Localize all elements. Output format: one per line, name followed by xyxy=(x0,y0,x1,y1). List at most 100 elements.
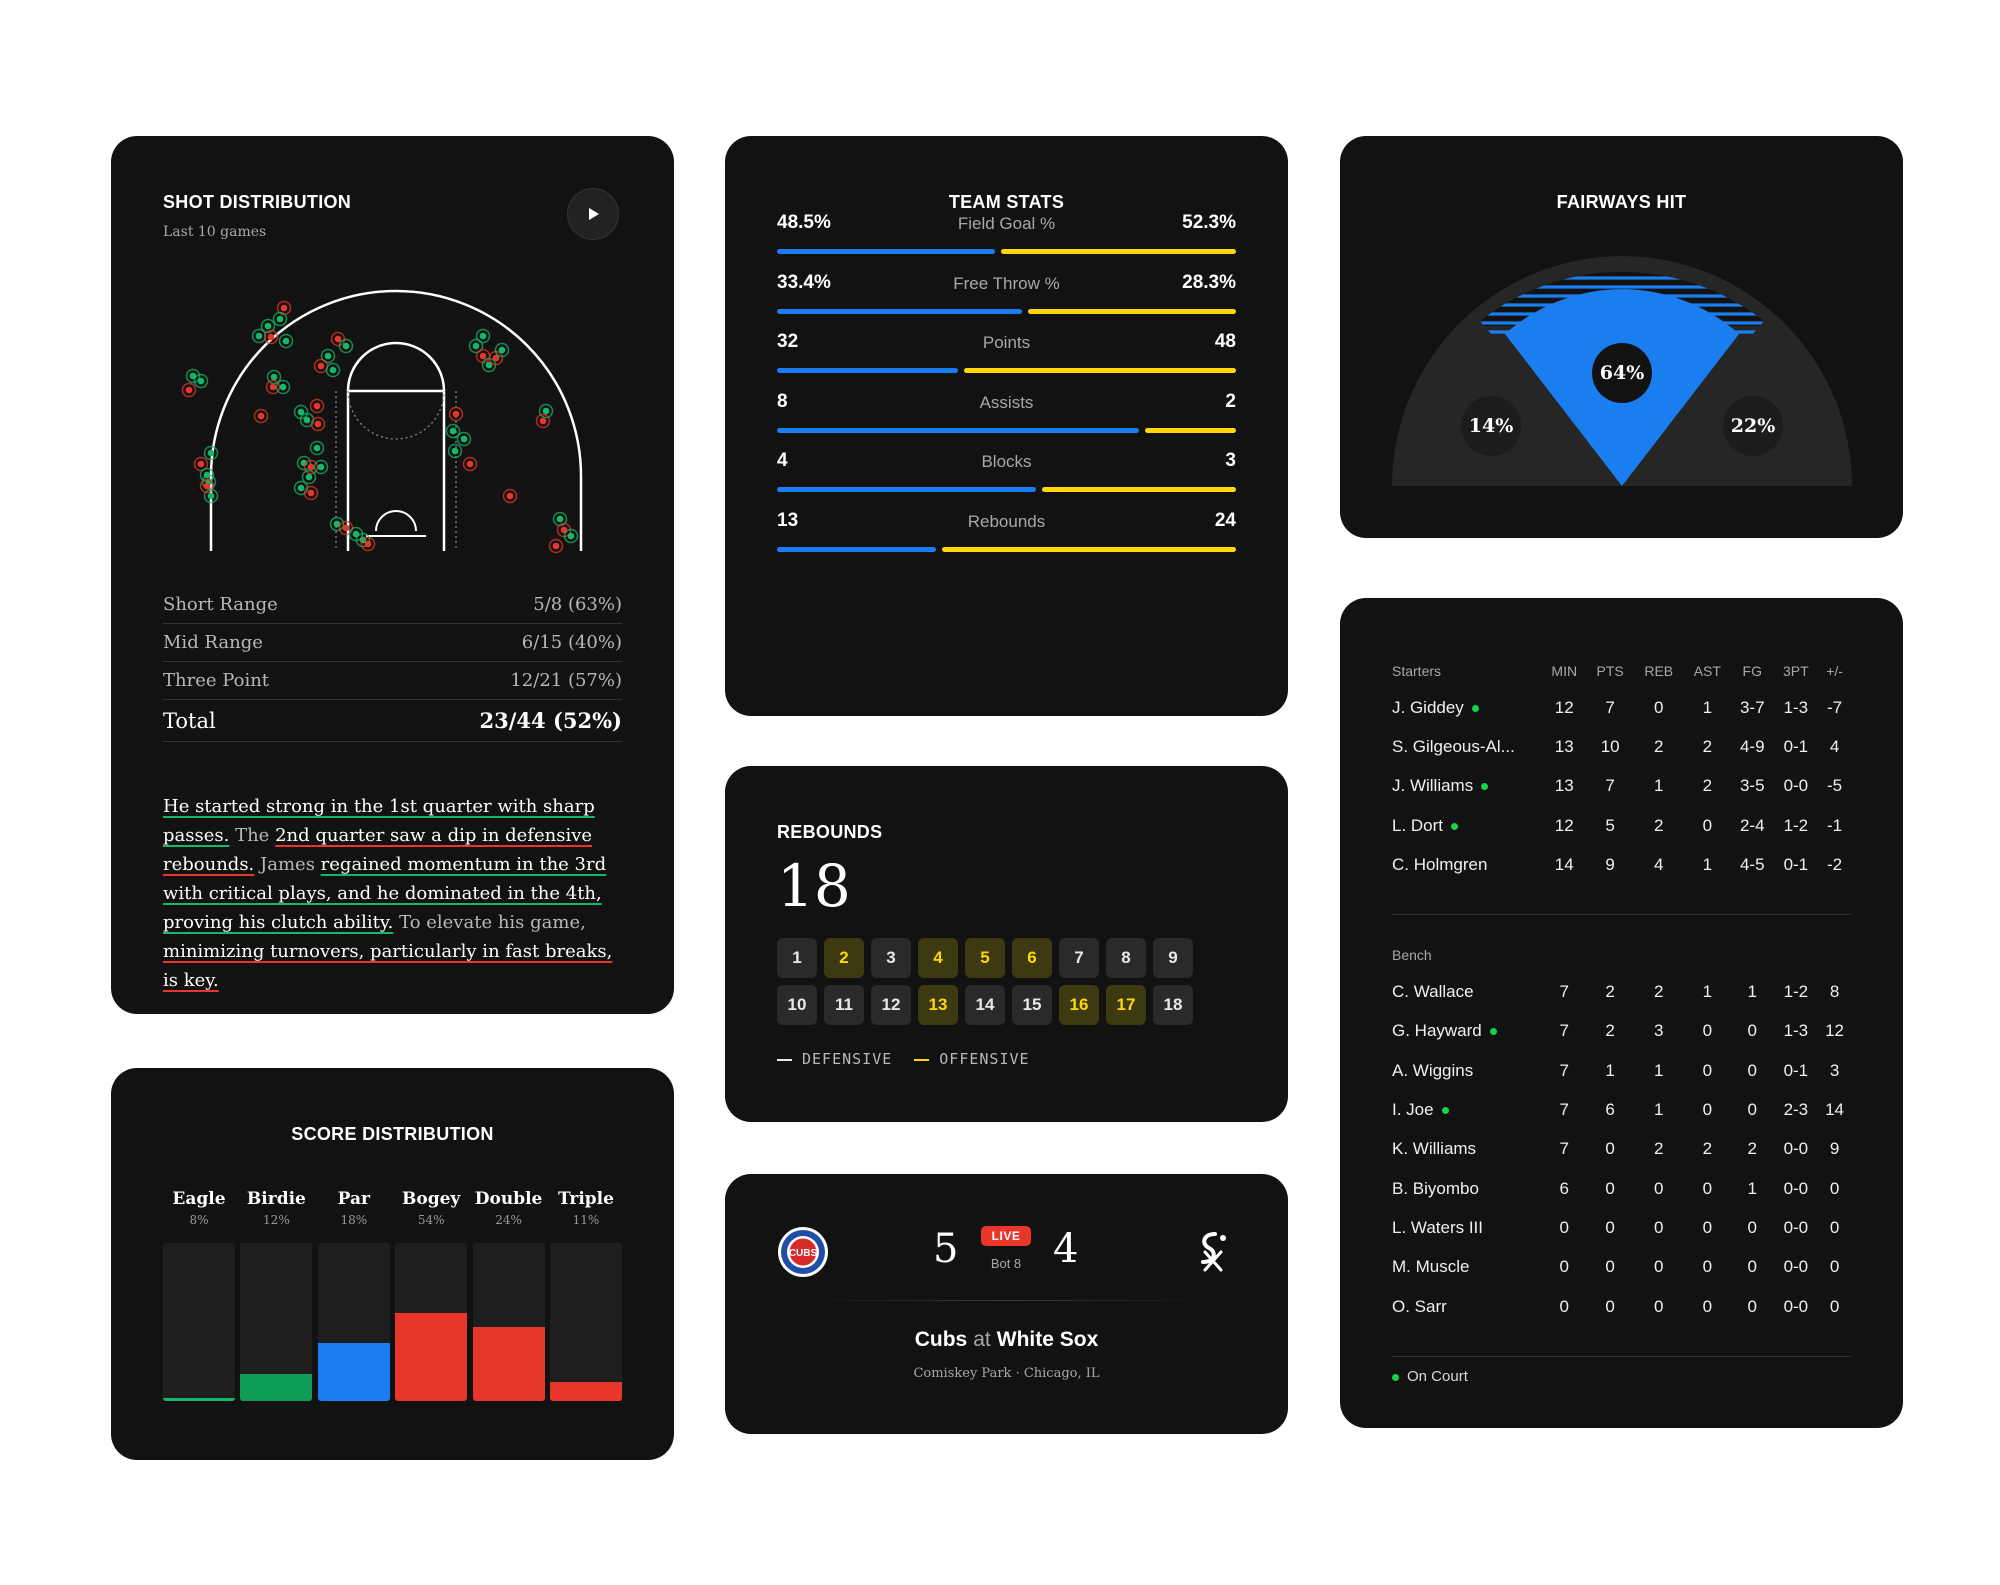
missed-shot-dot xyxy=(269,383,277,391)
made-shot-ring xyxy=(251,328,267,344)
score-column-name: Eagle xyxy=(172,1189,226,1209)
player-row[interactable]: L. Dort 12 5 2 0 2-4 1-2 -1 xyxy=(1392,806,1851,845)
stat-cell: 3 xyxy=(1829,1060,1840,1080)
on-court-dot xyxy=(1489,1028,1497,1036)
white-sox-logo-icon xyxy=(1201,1232,1226,1272)
stat-cell: 0 xyxy=(1702,815,1713,835)
rebounds-title: REBOUNDS xyxy=(777,822,883,842)
made-shot-dot xyxy=(255,332,263,340)
player-name: A. Wiggins xyxy=(1392,1060,1474,1080)
made-shot-dot xyxy=(297,484,305,492)
made-shot-ring xyxy=(301,469,317,485)
made-shot-dot xyxy=(479,332,487,340)
section-divider xyxy=(1392,884,1851,915)
game-score-card[interactable]: CUBS 5 LIVE Bot 8 4 Cubs at White Sox Comi… xyxy=(725,1174,1288,1434)
on-court-dot xyxy=(1471,704,1479,712)
score-column-pct: 54% xyxy=(417,1213,445,1227)
stat-cell: 2-3 xyxy=(1783,1100,1809,1120)
stat-cell: 10 xyxy=(1600,736,1620,756)
made-shot-dot xyxy=(207,449,215,457)
made-shot-ring xyxy=(494,342,510,358)
rebound-cell-offensive: 6 xyxy=(1012,938,1052,978)
on-court-label: On Court xyxy=(1407,1368,1468,1385)
live-badge: LIVE xyxy=(981,1226,1031,1246)
shot-row-label: Three Point xyxy=(163,670,270,691)
shot-dots xyxy=(181,300,579,554)
player-row[interactable]: C. Holmgren 14 9 4 1 4-5 0-1 -2 xyxy=(1392,845,1851,884)
summary-highlight-positive: regained momentum in the 3rd with critic… xyxy=(163,854,607,933)
player-row[interactable]: A. Wiggins 7 1 1 0 0 0-1 3 xyxy=(1392,1051,1851,1090)
player-row[interactable]: K. Williams 7 0 2 2 2 0-0 9 xyxy=(1392,1130,1851,1169)
player-row[interactable]: S. Gilgeous-Al... 13 10 2 2 4-9 0-1 4 xyxy=(1392,727,1851,766)
stat-cell: 13 xyxy=(1554,776,1574,796)
made-shot-ring xyxy=(329,516,345,532)
made-shot-ring xyxy=(203,488,219,504)
made-shot-ring xyxy=(296,455,312,471)
player-row[interactable]: J. Williams 13 7 1 2 3-5 0-0 -5 xyxy=(1392,767,1851,806)
player-row[interactable]: C. Wallace 7 2 2 1 1 1-2 8 xyxy=(1392,972,1851,1011)
rebound-cell-defensive: 1 xyxy=(777,938,817,978)
stat-cell: 3-5 xyxy=(1739,776,1765,796)
stat-cell: 5 xyxy=(1605,815,1615,835)
player-name-cell: C. Wallace xyxy=(1392,972,1542,1011)
player-row[interactable]: L. Waters III 0 0 0 0 0 0-0 0 xyxy=(1392,1208,1851,1247)
stat-cell: 0 xyxy=(1747,1217,1757,1237)
shot-row-mid: Mid Range 6/15 (40%) xyxy=(163,624,622,662)
team-stat-label: Blocks xyxy=(981,452,1032,471)
player-row[interactable]: O. Sarr 0 0 0 0 0 0-0 0 xyxy=(1392,1287,1851,1326)
score-column-name: Bogey xyxy=(402,1189,461,1209)
made-shot-dot xyxy=(449,427,457,435)
made-shot-ring xyxy=(445,423,461,439)
made-shot-ring xyxy=(468,338,484,354)
stat-cell: 4-5 xyxy=(1739,854,1765,874)
on-court-dot xyxy=(1481,783,1489,791)
rebound-cell-offensive: 4 xyxy=(918,938,958,978)
stat-cell: 0-0 xyxy=(1783,1217,1809,1237)
player-row[interactable]: J. Giddey 12 7 0 1 3-7 1-3 -7 xyxy=(1392,688,1851,727)
stat-cell: 1 xyxy=(1605,1060,1615,1080)
player-name-cell: O. Sarr xyxy=(1392,1287,1542,1326)
score-column-par: Par 18% xyxy=(317,1189,390,1401)
player-row[interactable]: I. Joe 7 6 1 0 0 2-3 14 xyxy=(1392,1090,1851,1129)
starters-label: Starters xyxy=(1392,663,1442,679)
stat-cell: 3-7 xyxy=(1739,697,1765,717)
fairways-hit-card: FAIRWAYS HIT 64% 14% 22% xyxy=(1340,136,1903,538)
stat-cell: 14 xyxy=(1554,854,1574,874)
rebound-cell-defensive: 12 xyxy=(871,985,911,1025)
made-shot-dot xyxy=(207,492,215,500)
score-column-pct: 24% xyxy=(495,1213,522,1227)
missed-shot-dot xyxy=(334,335,342,343)
missed-shot-dot xyxy=(307,489,315,497)
stat-cell: 7 xyxy=(1559,1100,1569,1120)
player-row[interactable]: B. Biyombo 6 0 0 0 1 0-0 0 xyxy=(1392,1169,1851,1208)
made-shot-ring xyxy=(325,362,341,378)
made-shot-dot xyxy=(485,361,493,369)
rebound-cell-defensive: 15 xyxy=(1012,985,1052,1025)
missed-shot-ring xyxy=(462,456,478,472)
bench-header: Bench xyxy=(1392,938,1851,972)
player-row[interactable]: G. Hayward 7 2 3 0 0 1-3 12 xyxy=(1392,1012,1851,1051)
team-stat-label: Free Throw % xyxy=(953,273,1060,293)
gap-cell xyxy=(1392,914,1851,938)
player-name-cell: I. Joe xyxy=(1392,1090,1542,1129)
stat-cell: 0 xyxy=(1605,1217,1615,1237)
rebounds-card: REBOUNDS 18 1 2 3 4 5 6 7 8 9 10 11 12 13 14 15 16 17 18 … xyxy=(725,766,1288,1122)
stat-cell: 0 xyxy=(1747,1257,1757,1277)
stat-cell: 0 xyxy=(1829,1257,1840,1277)
stat-cell: 0 xyxy=(1605,1257,1615,1277)
made-shot-dot xyxy=(313,444,321,452)
missed-shot-dot xyxy=(342,524,350,532)
stat-cell: 12 xyxy=(1554,815,1574,835)
three-point-line xyxy=(209,289,583,551)
play-button[interactable] xyxy=(567,188,619,240)
made-shot-ring xyxy=(320,348,336,364)
made-shot-dot xyxy=(317,463,325,471)
player-name-cell: L. Waters III xyxy=(1392,1208,1542,1247)
score-column-pct: 8% xyxy=(189,1213,209,1227)
player-row[interactable]: M. Muscle 0 0 0 0 0 0-0 0 xyxy=(1392,1248,1851,1287)
score-column-pct: 18% xyxy=(340,1213,368,1227)
player-name-cell: B. Biyombo xyxy=(1392,1169,1542,1208)
team-stat-right-bar xyxy=(1000,249,1236,254)
on-court-dot xyxy=(1451,822,1459,830)
stat-cell: 0-0 xyxy=(1783,1296,1809,1316)
